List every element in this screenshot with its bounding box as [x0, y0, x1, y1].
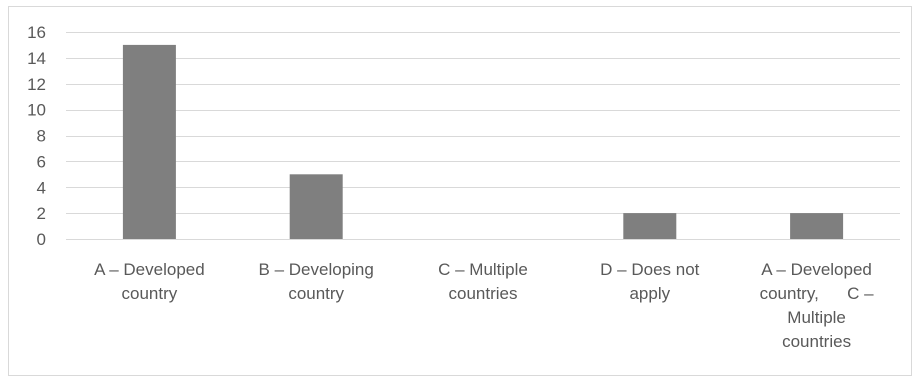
x-category-label-line: apply: [629, 284, 670, 303]
y-tick-label: 16: [27, 23, 46, 42]
gridlines: [66, 32, 900, 240]
y-tick-label: 0: [37, 230, 46, 249]
x-category-label-line: A – Developed: [94, 260, 205, 279]
y-tick-label: 4: [37, 178, 46, 197]
bars: [122, 44, 844, 240]
x-category-label-line: country: [122, 284, 178, 303]
y-tick-label: 6: [37, 152, 46, 171]
x-category-label-line: countries: [782, 332, 851, 351]
x-category-label-line: countries: [449, 284, 518, 303]
y-tick-label: 10: [27, 101, 46, 120]
x-category-label-line: country: [288, 284, 344, 303]
x-category-label-line: country, C –: [760, 284, 875, 303]
x-category-label-line: Multiple: [787, 308, 846, 327]
x-category-label-line: A – Developed: [761, 260, 872, 279]
y-tick-label: 12: [27, 75, 46, 94]
x-category-label-line: D – Does not: [600, 260, 699, 279]
x-category-label: A – Developed country: [94, 260, 205, 303]
x-category-label: D – Does not apply: [600, 260, 699, 303]
x-category-label: C – Multiple countries: [438, 260, 528, 303]
x-category-label: A – Developed country, C – Multiple countri…: [760, 260, 875, 351]
y-tick-label: 8: [37, 127, 46, 146]
x-axis-category-labels: A – Developed country B – Developing countr…: [94, 260, 874, 351]
y-axis-tick-labels: 0 2 4 6 8 10 12 14 16: [27, 23, 46, 249]
y-tick-label: 14: [27, 49, 46, 68]
bar: [122, 44, 176, 240]
bar: [623, 213, 677, 239]
x-category-label: B – Developing country: [259, 260, 374, 303]
x-category-label-line: C – Multiple: [438, 260, 528, 279]
y-tick-label: 2: [37, 204, 46, 223]
bar: [790, 213, 844, 239]
x-category-label-line: B – Developing: [259, 260, 374, 279]
bar: [289, 174, 343, 239]
